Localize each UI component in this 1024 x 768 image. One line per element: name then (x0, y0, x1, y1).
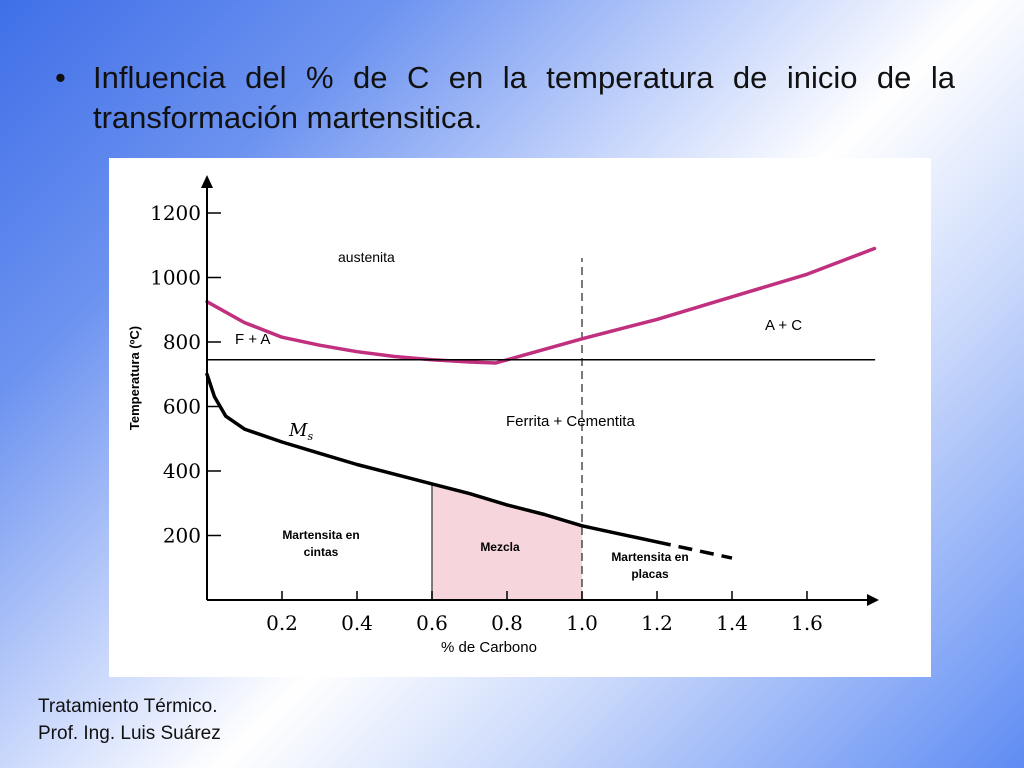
label-ferrita-cementita: Ferrita + Cementita (506, 413, 635, 430)
x-axis-arrow (867, 594, 879, 606)
label-martensita-cintas-2: cintas (304, 545, 339, 559)
x-tick-label: 0.6 (416, 611, 448, 635)
x-tick-label: 1.4 (716, 611, 748, 635)
y-tick-label: 400 (163, 459, 201, 483)
label-mezcla: Mezcla (480, 540, 520, 554)
label-martensita-placas-1: Martensita en (611, 550, 688, 564)
y-tick-label: 800 (163, 330, 201, 354)
footer-author: Prof. Ing. Luis Suárez (38, 723, 221, 744)
x-tick-label: 0.2 (266, 611, 298, 635)
bullet-point: • (55, 60, 66, 95)
slide-footer: Tratamiento Térmico. Prof. Ing. Luis Suá… (38, 693, 221, 747)
upper-critical-curve (205, 246, 877, 365)
temperature-carbon-chart: 0.2 0.4 0.6 0.8 1.0 1.2 1.4 1.6 200 400 600 800 1000… (127, 175, 879, 656)
y-tick-label: 1200 (150, 201, 201, 225)
x-tick-label: 0.4 (341, 611, 373, 635)
footer-course: Tratamiento Térmico. (38, 696, 218, 717)
y-tick-label: 1000 (150, 266, 201, 290)
label-f-plus-a: F + A (235, 331, 270, 348)
y-tick-label: 600 (163, 395, 201, 419)
mezcla-region (432, 483, 582, 600)
label-ms: Ms (288, 420, 313, 443)
title-text: Influencia del % de C en la temperatura … (93, 60, 955, 135)
x-axis-label: % de Carbono (441, 639, 537, 656)
ms-curve-extrapolated (656, 540, 733, 560)
label-martensita-placas-2: placas (631, 567, 669, 581)
y-tick-label: 200 (163, 524, 201, 548)
y-axis-label: Temperatura (ºC) (127, 326, 142, 430)
label-austenita: austenita (338, 249, 395, 265)
label-martensita-cintas-1: Martensita en (282, 528, 359, 542)
x-tick-label: 0.8 (491, 611, 523, 635)
slide-title: • Influencia del % de C en la temperatur… (55, 58, 955, 138)
label-a-plus-c: A + C (765, 317, 802, 334)
ms-curve (205, 372, 659, 544)
x-tick-label: 1.6 (791, 611, 823, 635)
x-tick-label: 1.0 (566, 611, 598, 635)
y-axis-arrow (201, 175, 213, 188)
x-tick-label: 1.2 (641, 611, 673, 635)
chart-panel: 0.2 0.4 0.6 0.8 1.0 1.2 1.4 1.6 200 400 600 800 1000… (109, 158, 931, 677)
